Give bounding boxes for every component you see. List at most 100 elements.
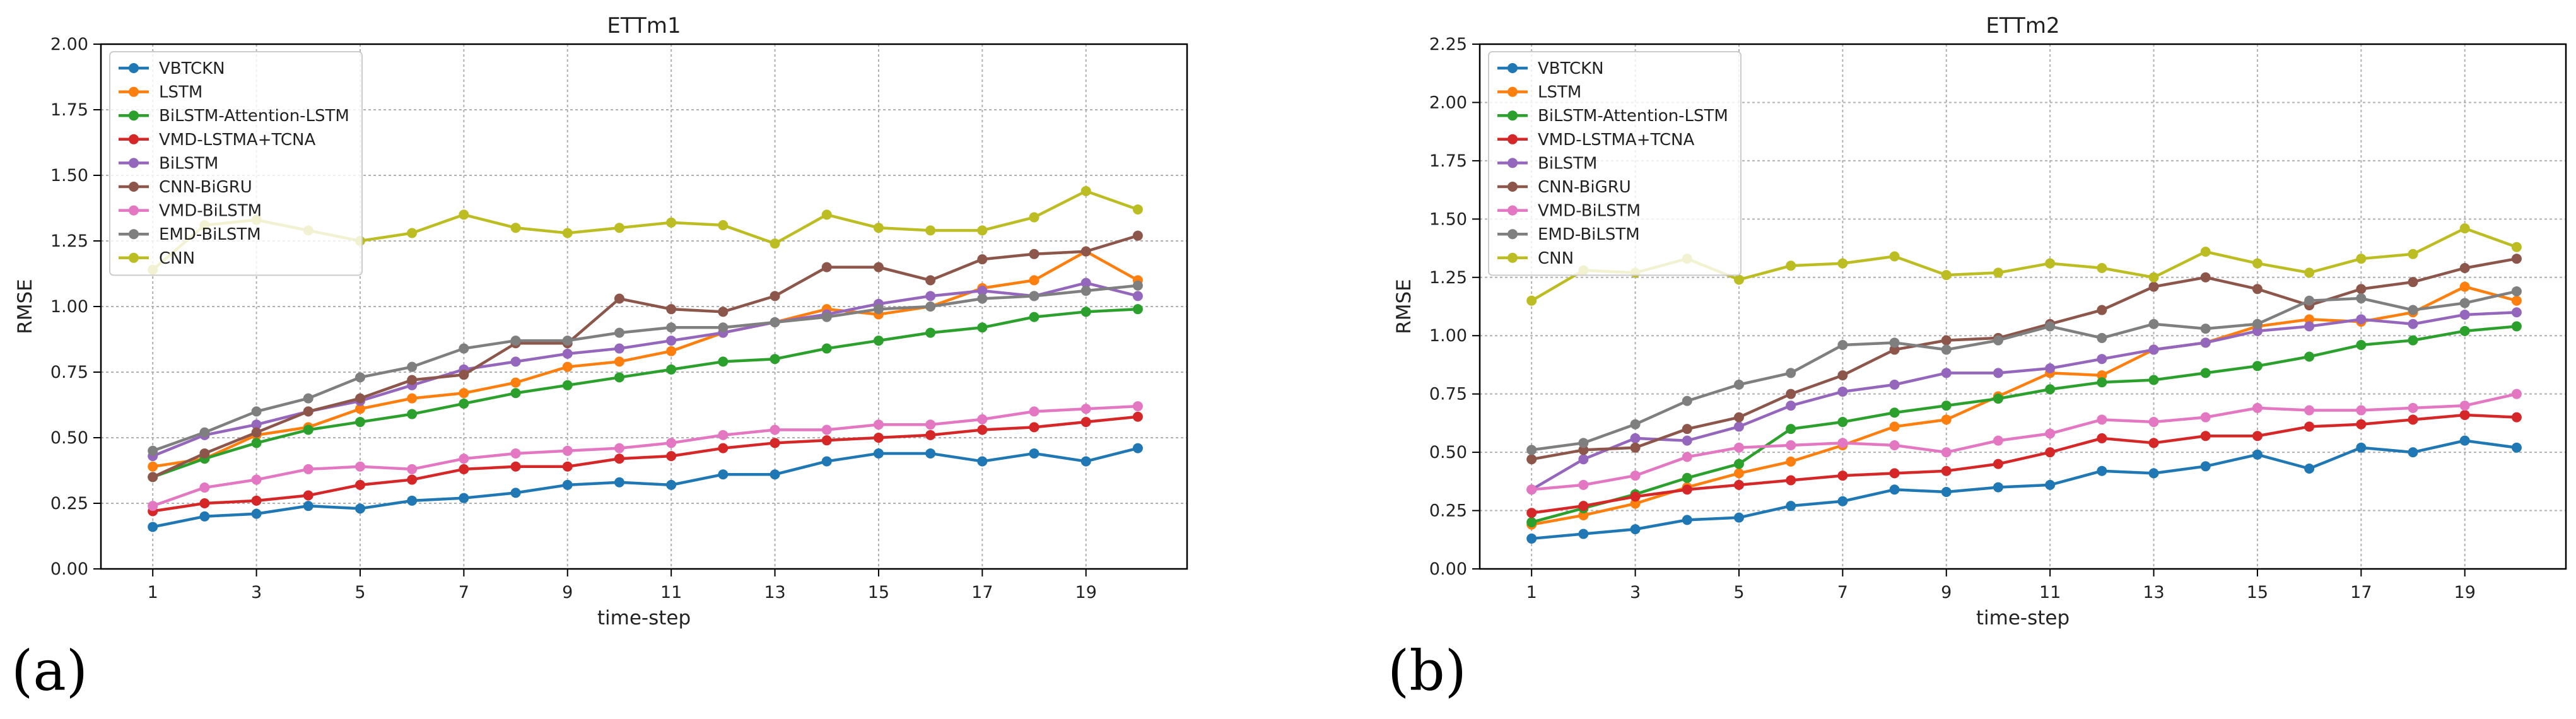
data-point bbox=[666, 451, 677, 462]
legend-marker bbox=[129, 86, 139, 97]
data-point bbox=[1889, 484, 1900, 495]
legend-label: VMD-LSTMA+TCNA bbox=[1538, 131, 1694, 149]
x-tick-label: 17 bbox=[971, 583, 993, 602]
data-point bbox=[1630, 419, 1641, 430]
data-point bbox=[925, 448, 936, 459]
data-point bbox=[1889, 379, 1900, 390]
data-point bbox=[1786, 389, 1796, 399]
data-point bbox=[2148, 438, 2159, 448]
data-point bbox=[1733, 468, 1744, 479]
data-point bbox=[2097, 465, 2107, 476]
data-point bbox=[770, 291, 780, 301]
data-point bbox=[2408, 248, 2418, 259]
data-point bbox=[1682, 472, 1692, 483]
data-point bbox=[2200, 461, 2211, 472]
data-point bbox=[407, 393, 418, 404]
data-point bbox=[459, 493, 469, 503]
data-point bbox=[614, 372, 624, 383]
y-tick-label: 0.75 bbox=[1429, 385, 1467, 404]
data-point bbox=[2252, 258, 2263, 269]
data-point bbox=[2459, 298, 2470, 308]
legend-label: CNN bbox=[159, 249, 195, 268]
data-point bbox=[2097, 414, 2107, 425]
data-point bbox=[1080, 456, 1091, 467]
data-point bbox=[1837, 340, 1848, 351]
panel-label-a: (a) bbox=[11, 638, 88, 703]
data-point bbox=[1132, 204, 1143, 215]
data-point bbox=[148, 461, 158, 472]
data-point bbox=[2511, 286, 2522, 296]
data-point bbox=[614, 477, 624, 488]
data-point bbox=[2408, 414, 2418, 425]
data-point bbox=[2252, 402, 2263, 413]
data-point bbox=[614, 223, 624, 233]
data-point bbox=[2045, 428, 2056, 439]
data-point bbox=[2148, 272, 2159, 283]
data-point bbox=[2408, 447, 2418, 458]
chart-1: 0.000.250.500.751.001.251.501.752.001 3 5 7… bbox=[14, 13, 1188, 629]
data-point bbox=[303, 393, 313, 404]
data-point bbox=[1630, 491, 1641, 502]
data-point bbox=[1733, 421, 1744, 432]
data-point bbox=[1080, 286, 1091, 296]
series-line bbox=[1531, 325, 2517, 524]
data-point bbox=[2459, 281, 2470, 292]
legend-box bbox=[1488, 51, 1742, 276]
y-tick-label: 1.25 bbox=[1429, 268, 1467, 288]
data-point bbox=[407, 474, 418, 485]
x-tick-label: 1 bbox=[148, 583, 158, 602]
data-point bbox=[2356, 340, 2367, 351]
data-point bbox=[873, 223, 884, 233]
data-point bbox=[2097, 262, 2107, 273]
data-point bbox=[1682, 435, 1692, 446]
data-point bbox=[1080, 307, 1091, 317]
legend-marker bbox=[129, 229, 139, 240]
y-tick-label: 0.25 bbox=[1429, 501, 1467, 521]
data-point bbox=[2304, 314, 2315, 325]
data-point bbox=[2408, 305, 2418, 315]
data-point bbox=[821, 262, 832, 272]
data-point bbox=[2511, 307, 2522, 318]
data-point bbox=[303, 501, 313, 511]
data-point bbox=[1682, 452, 1692, 462]
legend-marker bbox=[1508, 158, 1518, 168]
x-tick-label: 13 bbox=[2143, 583, 2164, 602]
data-point bbox=[562, 380, 573, 390]
data-point bbox=[562, 479, 573, 490]
x-tick-label: 9 bbox=[1941, 583, 1952, 602]
data-point bbox=[1029, 248, 1039, 259]
series-line bbox=[152, 234, 1139, 479]
data-point bbox=[354, 461, 365, 472]
data-point bbox=[1029, 422, 1039, 433]
data-point bbox=[1132, 280, 1143, 291]
data-point bbox=[614, 443, 624, 453]
data-point bbox=[1889, 344, 1900, 355]
data-point bbox=[977, 424, 988, 435]
legend-marker bbox=[129, 252, 139, 263]
y-tick-label: 1.50 bbox=[50, 166, 88, 185]
data-point bbox=[1733, 459, 1744, 469]
data-point bbox=[614, 327, 624, 338]
y-tick-label: 1.00 bbox=[50, 297, 88, 317]
x-tick-label: 7 bbox=[1837, 583, 1848, 602]
data-point bbox=[303, 490, 313, 501]
data-point bbox=[2200, 272, 2211, 283]
data-point bbox=[2511, 442, 2522, 453]
data-point bbox=[2252, 431, 2263, 441]
x-axis-label: time-step bbox=[597, 607, 691, 629]
data-point bbox=[1578, 529, 1589, 539]
data-point bbox=[770, 438, 780, 448]
x-tick-label: 7 bbox=[459, 583, 469, 602]
x-tick-label: 5 bbox=[1733, 583, 1744, 602]
data-point bbox=[562, 228, 573, 238]
data-point bbox=[1837, 496, 1848, 506]
data-point bbox=[1132, 304, 1143, 315]
data-point bbox=[2511, 389, 2522, 399]
data-point bbox=[1786, 368, 1796, 378]
data-point bbox=[1682, 484, 1692, 495]
data-point bbox=[925, 225, 936, 236]
data-point bbox=[1786, 456, 1796, 467]
data-point bbox=[1029, 406, 1039, 417]
data-point bbox=[510, 223, 521, 233]
chart-title: ETTm1 bbox=[607, 13, 681, 38]
